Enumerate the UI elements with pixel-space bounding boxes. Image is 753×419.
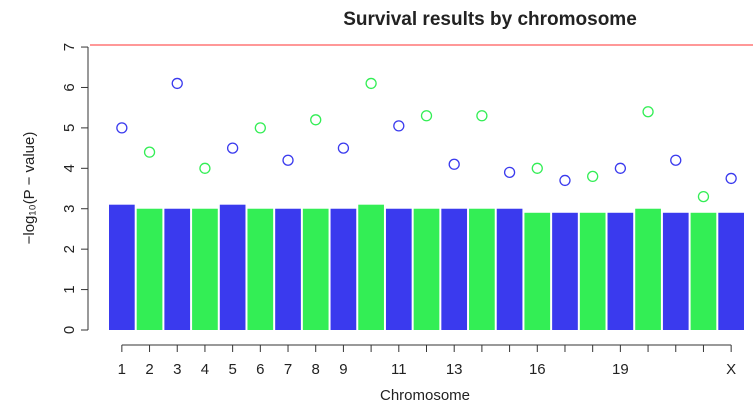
x-tick-label: 5 (228, 361, 236, 378)
dense-points (219, 204, 246, 330)
dense-points (635, 208, 661, 330)
top-point (143, 146, 156, 158)
top-point (393, 120, 405, 132)
y-tick-label: 1 (61, 285, 78, 293)
dense-points (662, 212, 689, 330)
top-point (310, 114, 322, 126)
x-tick-label: 3 (173, 361, 181, 378)
top-point (199, 162, 211, 174)
top-point (697, 190, 710, 203)
dense-points (109, 204, 135, 330)
x-axis-label: Chromosome (380, 387, 470, 404)
x-tick-label: 11 (391, 361, 407, 378)
x-tick-label: 1 (118, 361, 126, 378)
dense-points (579, 212, 606, 330)
top-point (420, 110, 433, 122)
dense-points (302, 208, 329, 330)
dense-points (607, 212, 634, 330)
dense-points (469, 208, 495, 330)
top-point (503, 166, 516, 179)
dense-points (690, 212, 717, 330)
dense-points (524, 212, 551, 330)
x-tick-label: 8 (312, 361, 320, 378)
top-point (448, 158, 460, 170)
y-axis-label: −log₁₀(P − value) (21, 132, 38, 245)
top-point (531, 162, 543, 174)
top-point (282, 154, 294, 166)
top-point (670, 154, 682, 166)
top-point (226, 142, 239, 154)
x-tick-label: X (726, 361, 736, 378)
top-point (476, 110, 488, 122)
dense-points (275, 208, 301, 330)
y-tick-label: 7 (61, 43, 78, 51)
x-tick-label: 19 (612, 361, 629, 378)
top-point (614, 162, 627, 174)
top-point (365, 77, 377, 90)
x-tick-label: 6 (256, 361, 264, 378)
dense-points (192, 208, 218, 330)
dense-points (164, 208, 191, 330)
x-tick-label: 2 (145, 361, 153, 378)
top-point (116, 122, 128, 134)
y-tick-label: 6 (61, 83, 78, 91)
dense-points (496, 208, 523, 330)
dense-points (385, 208, 412, 330)
top-point (587, 170, 599, 183)
dense-points (330, 208, 357, 330)
y-tick-label: 4 (61, 164, 78, 172)
dense-points (247, 208, 274, 330)
top-point (559, 174, 571, 187)
chart-title: Survival results by chromosome (343, 9, 637, 30)
top-point (337, 142, 350, 154)
y-tick-label: 2 (61, 245, 78, 253)
dense-points (552, 212, 578, 330)
dense-points (358, 204, 384, 330)
x-tick-label: 16 (529, 361, 546, 378)
y-tick-label: 0 (61, 326, 78, 334)
x-tick-label: 9 (339, 361, 347, 378)
dense-points (413, 208, 440, 330)
dense-points (441, 208, 468, 330)
y-tick-label: 5 (61, 124, 78, 132)
x-tick-label: 4 (201, 361, 209, 378)
y-tick-label: 3 (61, 205, 78, 213)
top-point (171, 77, 183, 90)
top-point (725, 172, 737, 185)
dense-points (718, 212, 744, 330)
dense-points (136, 208, 163, 330)
top-point (254, 122, 266, 134)
x-tick-label: 13 (446, 361, 463, 378)
x-tick-label: 7 (284, 361, 292, 378)
top-point (642, 106, 654, 118)
